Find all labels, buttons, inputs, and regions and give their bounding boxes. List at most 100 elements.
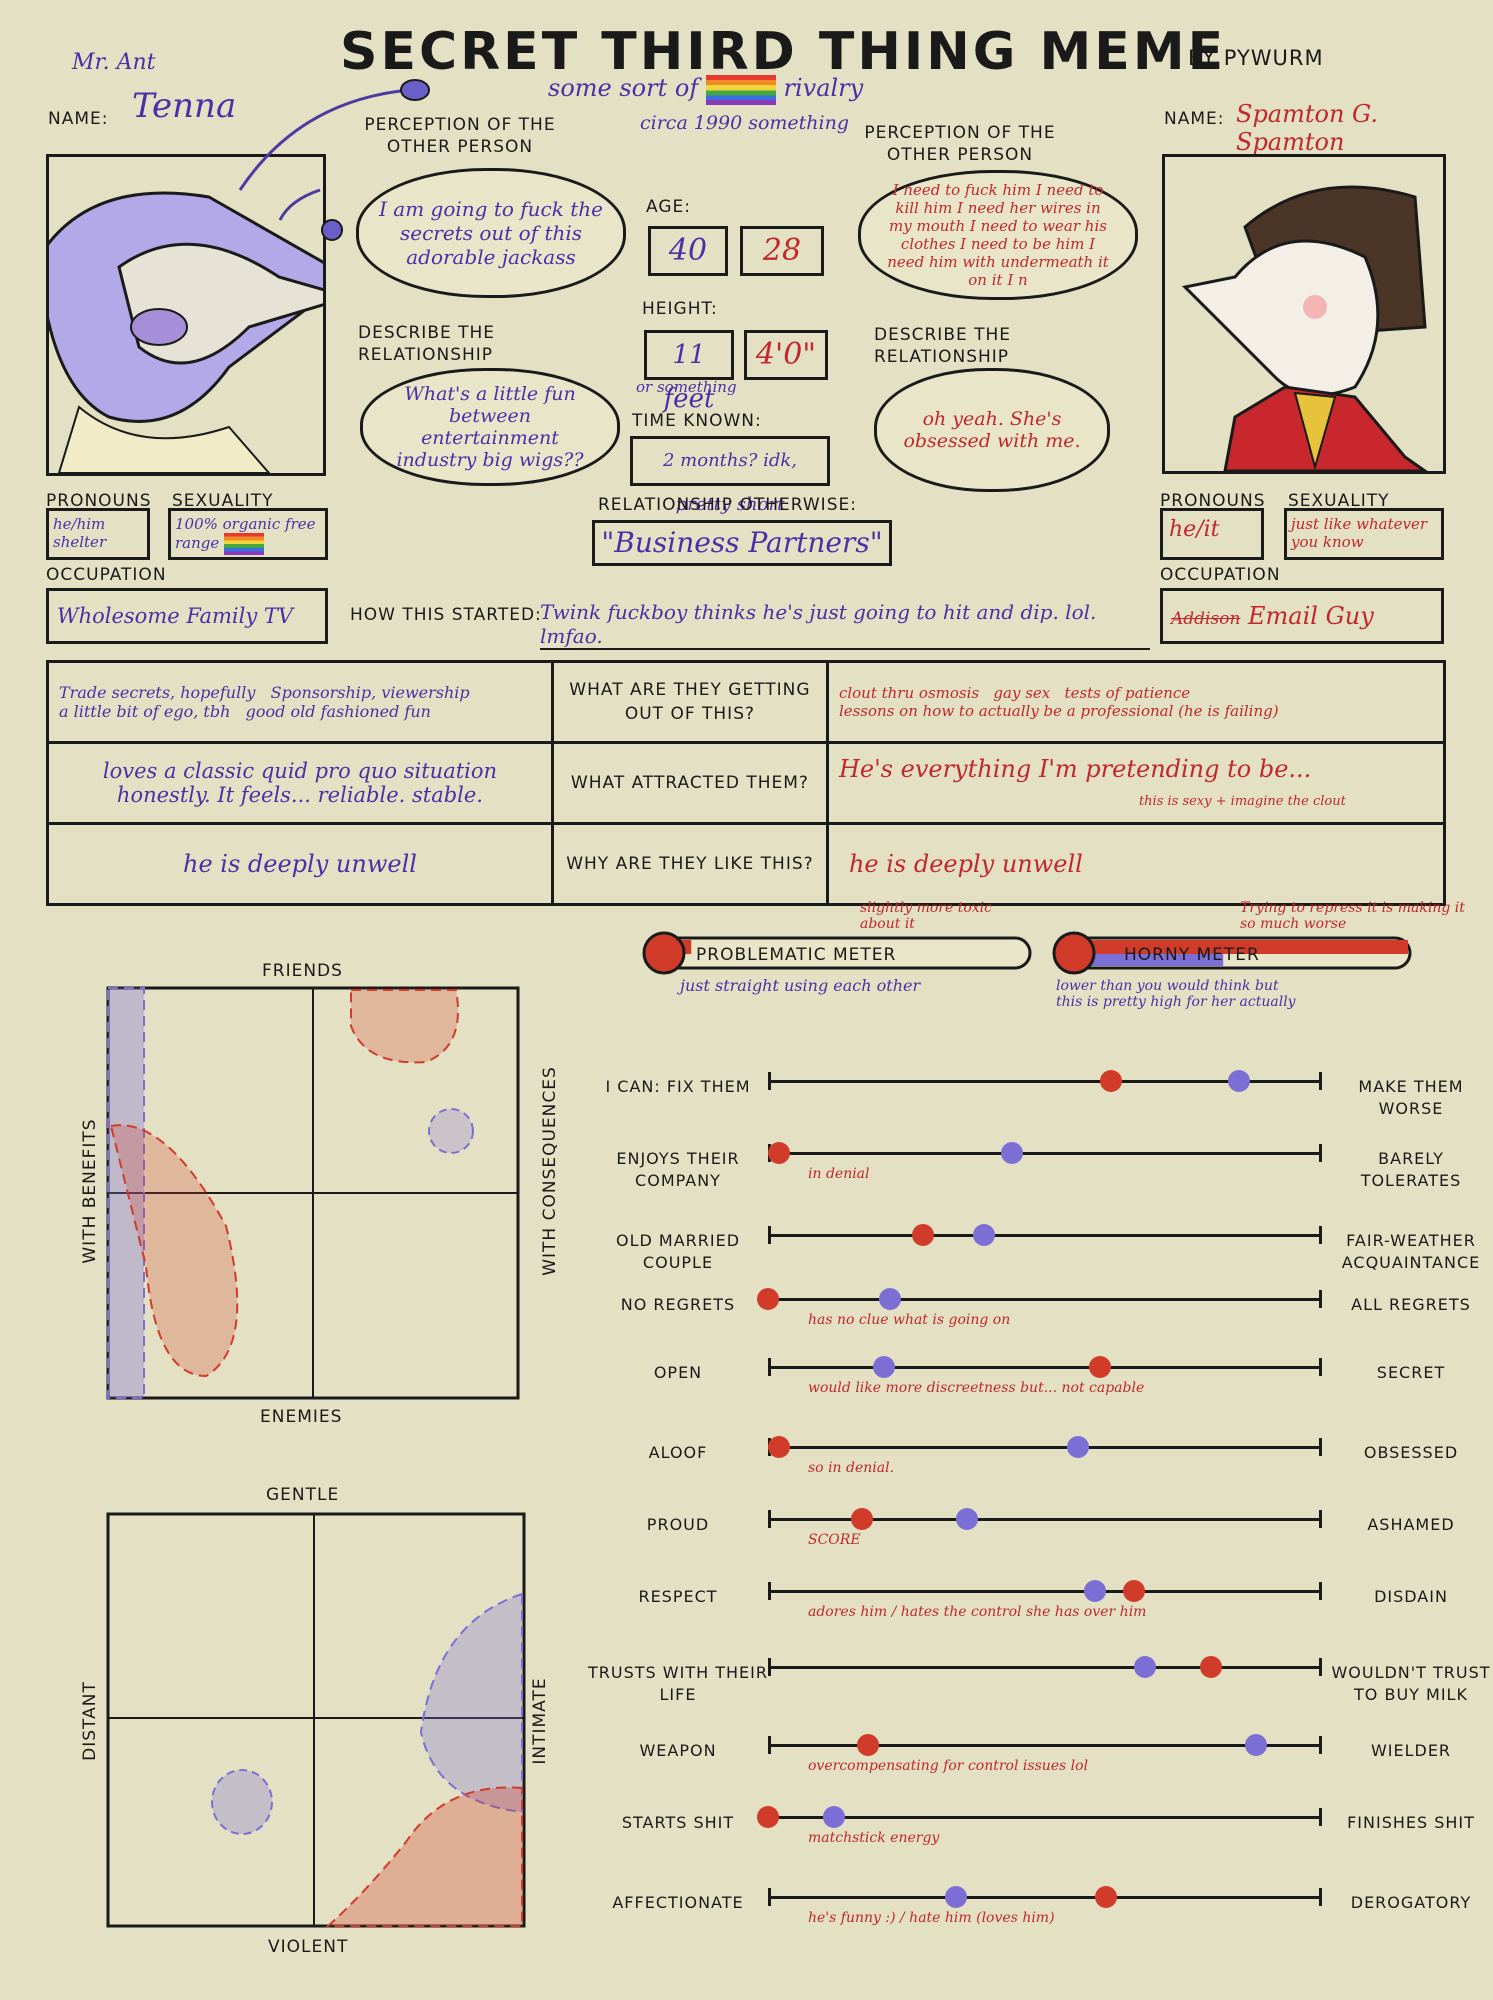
left-perception-label: PERCEPTION OF THE OTHER PERSON (364, 115, 556, 157)
scale-right-label: ASHAMED (1367, 1515, 1455, 1534)
horny-meter-label: HORNY METER (1124, 945, 1260, 965)
right-occupation-value: Email Guy (1248, 602, 1374, 630)
scale-left-label: PROUD (646, 1515, 710, 1534)
scale-left-char-dot (1067, 1436, 1090, 1458)
scale-right-label: DEROGATORY (1350, 1893, 1472, 1912)
scale-line (768, 1510, 1322, 1528)
scale-right-char-dot (757, 1288, 779, 1310)
scale-left-char-dot (1083, 1580, 1106, 1602)
right-sexuality-box: just like whatever you know (1284, 508, 1444, 560)
scale-left-label: OPEN (653, 1363, 703, 1382)
right-pronouns-label: PRONOUNS (1160, 491, 1266, 511)
scale-right-char-dot (1122, 1580, 1145, 1602)
how-started-label: HOW THIS STARTED: (350, 605, 542, 625)
chart1-right-label: WITH CONSEQUENCES (540, 1066, 560, 1276)
grid-left-cell: Trade secrets, hopefully Sponsorship, vi… (46, 660, 554, 744)
relationship-otherwise-label: RELATIONSHIP OTHERWISE: (598, 495, 857, 515)
horny-left-fill (1072, 954, 1224, 966)
left-name-line1: Mr. Ant (72, 50, 156, 75)
scale-left-label: ENJOYS THEIR COMPANY (616, 1149, 740, 1190)
left-age-box: 40 (648, 226, 728, 276)
scale-line (768, 1226, 1322, 1244)
grid-left-cell: loves a classic quid pro quo situation ho… (46, 741, 554, 825)
left-occupation-label: OCCUPATION (46, 565, 167, 585)
scale-right-label: BARELY TOLERATES (1360, 1149, 1462, 1190)
scale-left-char-dot (1000, 1142, 1023, 1164)
scale-right-char-dot (851, 1508, 874, 1530)
scale-line (768, 1072, 1322, 1090)
right-occupation-label: OCCUPATION (1160, 565, 1281, 585)
left-pronouns-box: he/him shelter (46, 508, 150, 560)
left-name-value: Tenna (132, 86, 237, 126)
scale-right-char-dot (1089, 1356, 1112, 1378)
left-sexuality-label: SEXUALITY (172, 491, 274, 511)
page-title: SECRET THIRD THING MEME (340, 22, 1227, 82)
right-occupation-struck: Addison (1171, 609, 1241, 629)
scale-right-label: DISDAIN (1374, 1587, 1448, 1606)
grid-row: he is deeply unwell WHY ARE THEY LIKE TH… (46, 822, 1447, 906)
right-name-value: Spamton G. Spamton (1236, 100, 1378, 156)
scale-right-label: SECRET (1376, 1363, 1446, 1382)
scale-left-label: NO REGRETS (620, 1295, 736, 1314)
chart2-top-label: GENTLE (266, 1485, 340, 1505)
scale-left-char-dot (1244, 1734, 1267, 1756)
scale-left-char-dot (1227, 1070, 1250, 1092)
grid-left-cell: he is deeply unwell (46, 822, 554, 906)
chart1-top-label: FRIENDS (262, 961, 343, 981)
right-perception-text: I need to fuck him I need to kill him I … (887, 181, 1109, 289)
scale-left-char-dot (973, 1224, 996, 1246)
chart1-bottom-label: ENEMIES (260, 1407, 343, 1427)
chart2-bottom-label: VIOLENT (268, 1937, 349, 1957)
left-name-label: NAME: (48, 109, 109, 129)
grid-row: Trade secrets, hopefully Sponsorship, vi… (46, 660, 1447, 744)
grid-right-cell: clout thru osmosis gay sex tests of pati… (825, 660, 1447, 744)
left-portrait-frame (37, 154, 355, 476)
right-perception-label: PERCEPTION OF THE OTHER PERSON (864, 123, 1056, 165)
left-height-box: 11 feet (644, 330, 734, 414)
antenna-icon (238, 79, 430, 241)
left-portrait (37, 191, 355, 474)
rivalry-note: some sort of rivalry (548, 74, 863, 105)
height-label: HEIGHT: (642, 299, 718, 319)
era-note: circa 1990 something (640, 112, 849, 134)
rainbow-flag-icon (705, 74, 776, 105)
scale-note: adores him / hates the control she has o… (808, 1604, 1147, 1620)
relationship-otherwise-box: "Business Partners" (592, 520, 892, 566)
horny-note-bottom: lower than you would think but this is p… (1056, 978, 1296, 1010)
scale-note: SCORE (808, 1532, 861, 1548)
left-relationship-bubble: What's a little fun between entertainmen… (360, 368, 620, 486)
scale-note: overcompensating for control issues lol (808, 1758, 1089, 1774)
scale-left-label: ALOOF (648, 1443, 708, 1462)
scale-note: would like more discreetness but... not … (808, 1380, 1145, 1396)
scale-right-char-dot (912, 1224, 935, 1246)
scale-note: he's funny :) / hate him (loves him) (808, 1910, 1055, 1926)
scale-line (768, 1290, 1322, 1308)
rainbow-flag-icon (224, 533, 265, 555)
right-sexuality-label: SEXUALITY (1288, 491, 1390, 511)
scale-right-label: MAKE THEM WORSE (1358, 1077, 1464, 1118)
left-describe-label: DESCRIBE THE RELATIONSHIP (358, 323, 496, 365)
scale-left-label: AFFECTIONATE (612, 1893, 744, 1912)
scale-left-char-dot (873, 1356, 896, 1378)
how-started-value: Twink fuckboy thinks he's just going to … (540, 600, 1150, 650)
left-sexuality-box: 100% organic free range (168, 508, 328, 560)
scale-line (768, 1582, 1322, 1600)
left-height-note: or something (636, 378, 737, 396)
scale-right-char-dot (757, 1806, 779, 1828)
right-portrait (1181, 185, 1430, 473)
grid-row-label: WHY ARE THEY LIKE THIS? (550, 822, 829, 906)
right-relationship-text: oh yeah. She's obsessed with me. (903, 408, 1081, 452)
grid-row-label: WHAT ARE THEY GETTING OUT OF THIS? (550, 660, 829, 744)
meters-svg (642, 931, 1412, 975)
scale-left-char-dot (945, 1886, 968, 1908)
scale-note: in denial (808, 1166, 870, 1182)
scale-left-label: STARTS SHIT (621, 1813, 735, 1832)
scale-left-label: RESPECT (638, 1587, 718, 1606)
scale-left-label: I CAN: FIX THEM (605, 1077, 751, 1096)
problematic-note-bottom: just straight using each other (680, 976, 921, 995)
right-describe-label: DESCRIBE THE RELATIONSHIP (874, 325, 1012, 367)
left-occupation-box: Wholesome Family TV (46, 588, 328, 644)
scale-left-label: OLD MARRIED COUPLE (615, 1231, 741, 1272)
scale-line (768, 1658, 1322, 1676)
byline: BY PYWURM (1188, 46, 1324, 70)
